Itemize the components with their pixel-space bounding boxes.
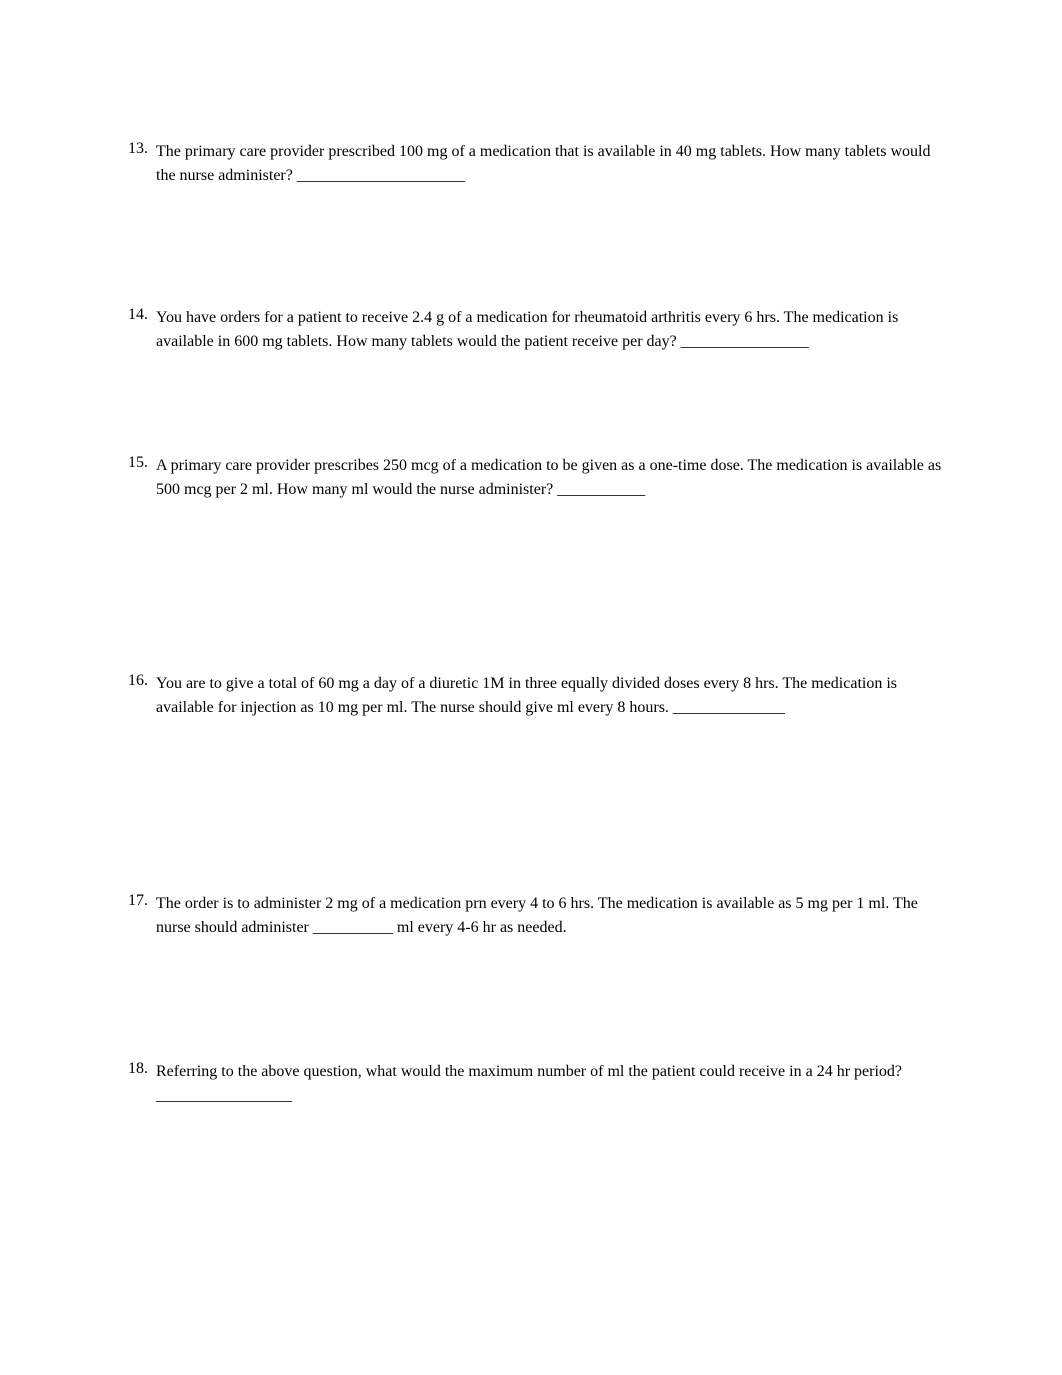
question-14: 14. You have orders for a patient to rec… <box>118 306 944 354</box>
question-number-13: 13. <box>118 140 156 188</box>
question-16: 16. You are to give a total of 60 mg a d… <box>118 672 944 720</box>
question-text-14: You have orders for a patient to receive… <box>156 306 944 354</box>
question-number-15: 15. <box>118 454 156 502</box>
question-number-16: 16. <box>118 672 156 720</box>
question-number-17: 17. <box>118 892 156 940</box>
question-number-18: 18. <box>118 1060 156 1108</box>
question-17: 17. The order is to administer 2 mg of a… <box>118 892 944 940</box>
question-number-14: 14. <box>118 306 156 354</box>
question-text-15: A primary care provider prescribes 250 m… <box>156 454 944 502</box>
question-text-13: The primary care provider prescribed 100… <box>156 140 944 188</box>
question-text-17: The order is to administer 2 mg of a med… <box>156 892 944 940</box>
question-18: 18. Referring to the above question, wha… <box>118 1060 944 1108</box>
question-text-18: Referring to the above question, what wo… <box>156 1060 944 1108</box>
question-13: 13. The primary care provider prescribed… <box>118 140 944 188</box>
question-15: 15. A primary care provider prescribes 2… <box>118 454 944 502</box>
question-text-16: You are to give a total of 60 mg a day o… <box>156 672 944 720</box>
